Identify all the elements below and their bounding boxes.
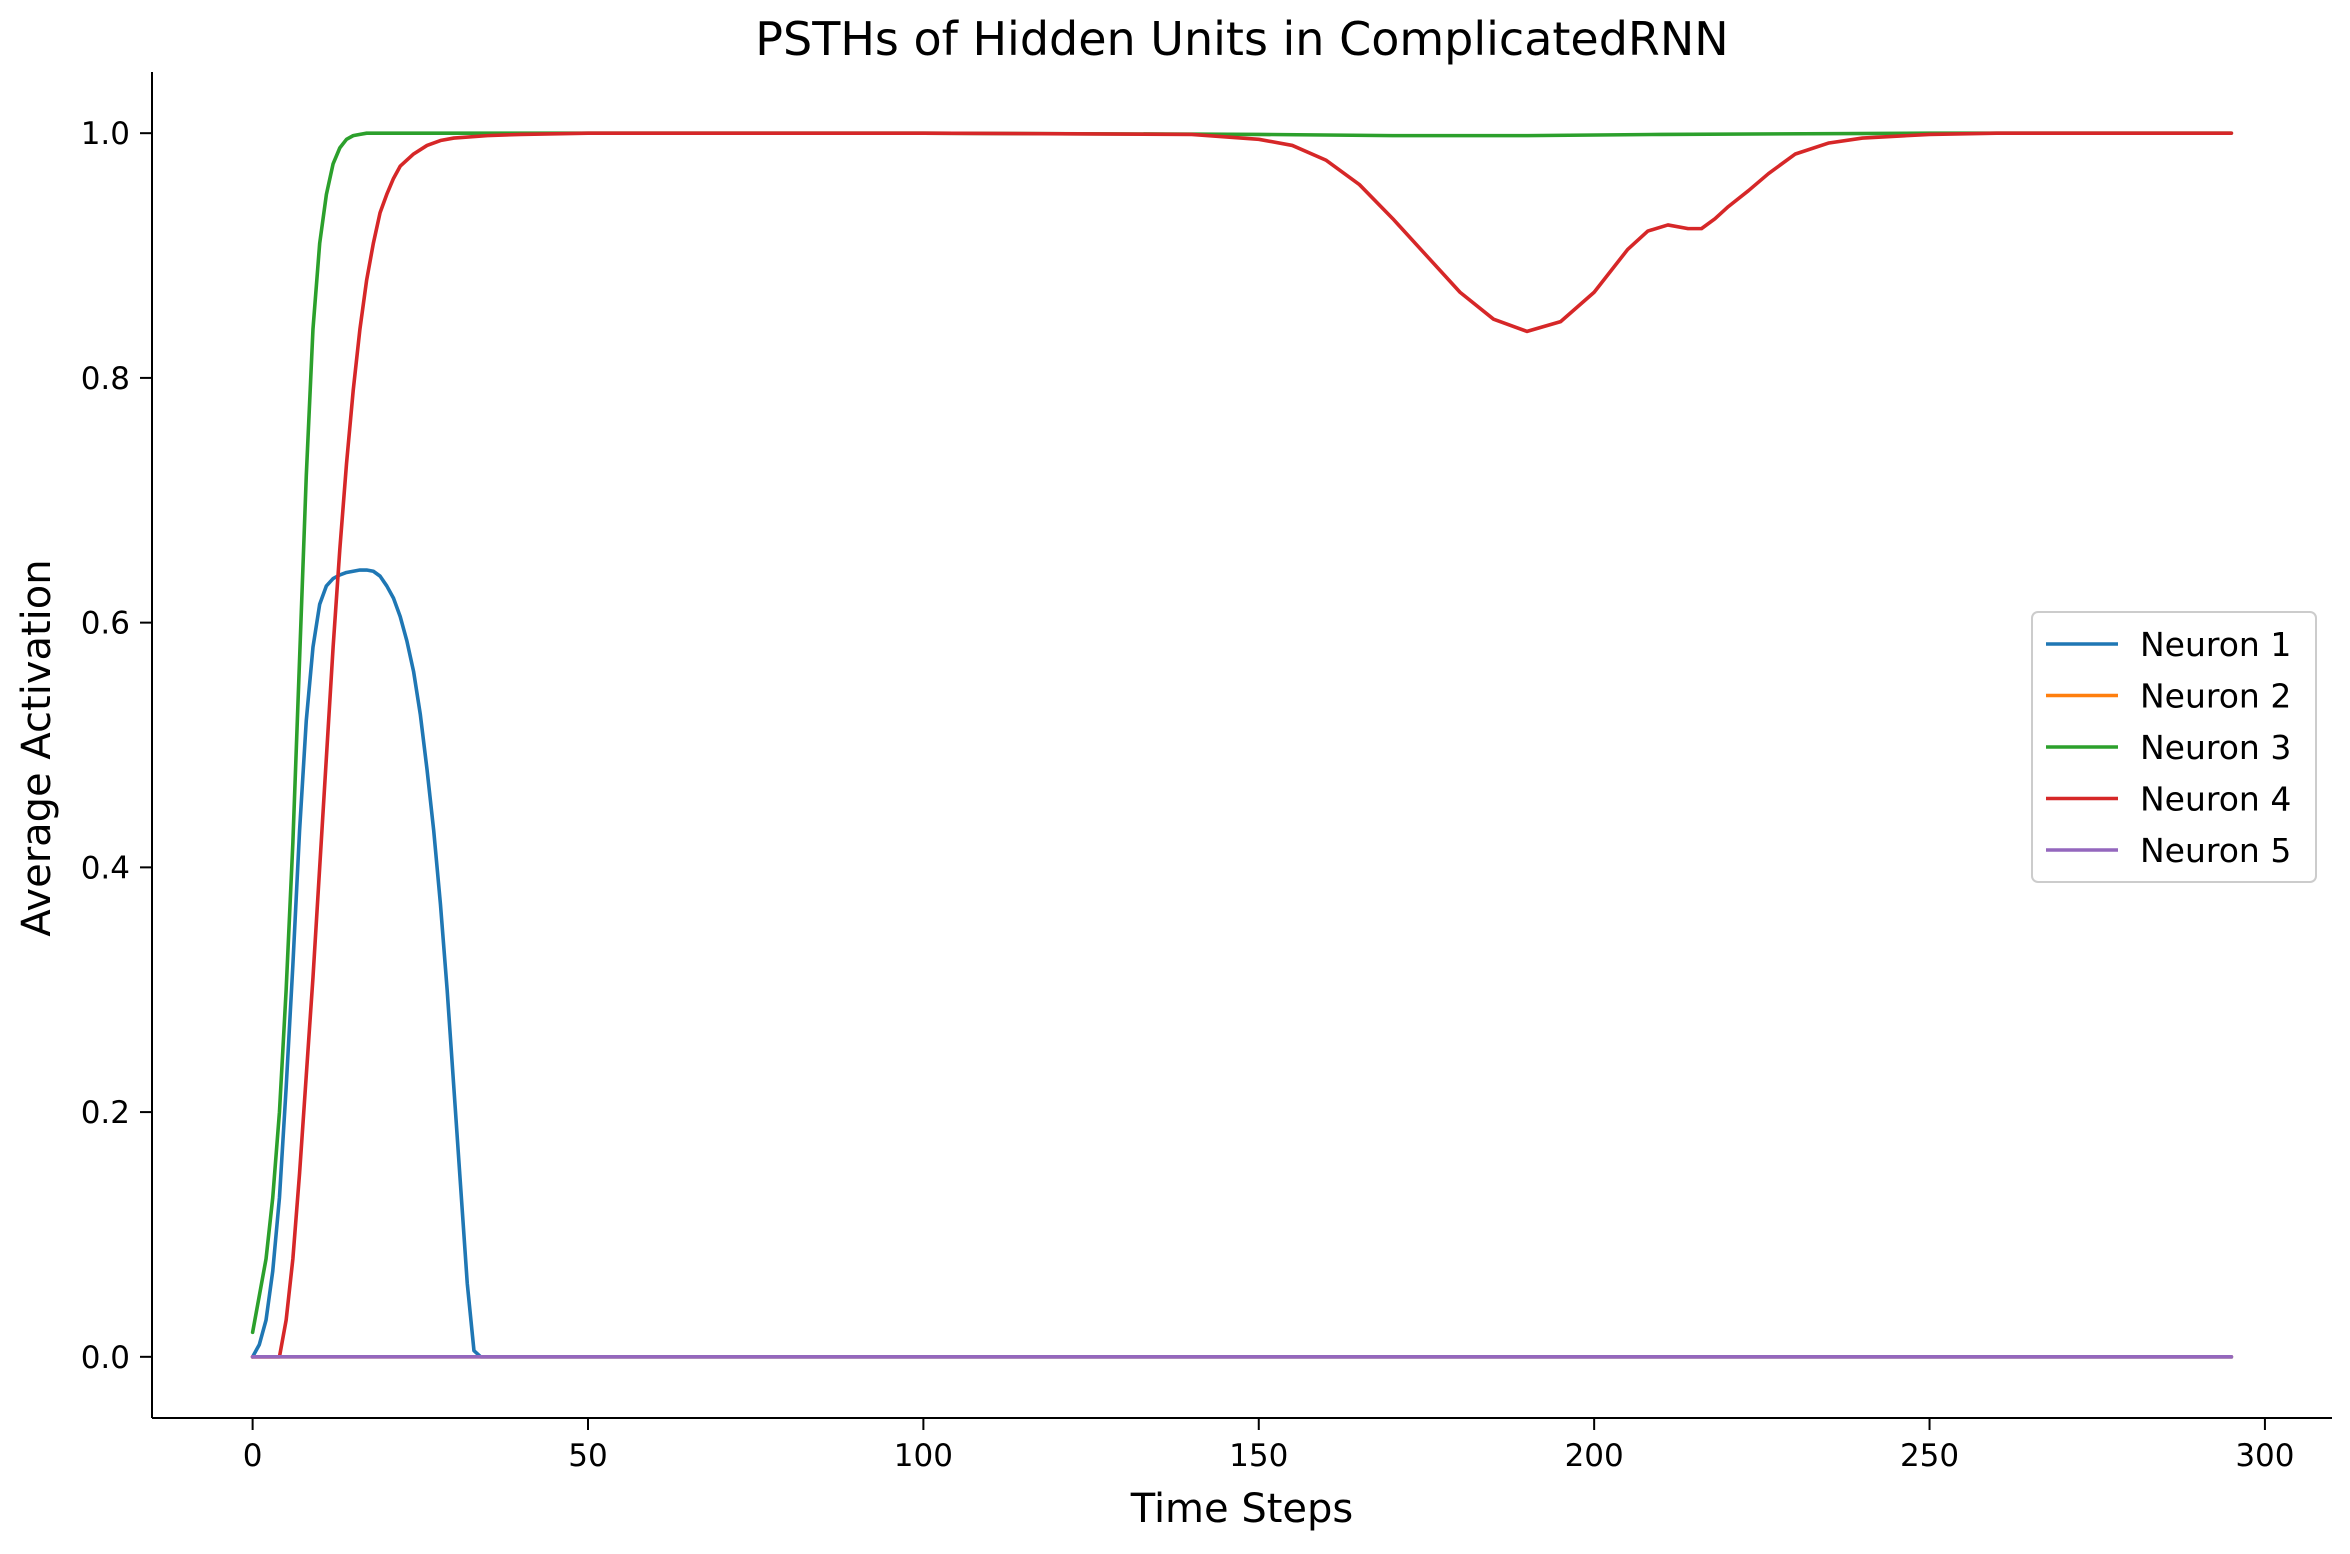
legend-label-neuron-5: Neuron 5	[2140, 831, 2291, 870]
x-tick-label: 150	[1229, 1438, 1288, 1474]
y-tick-label: 0.6	[81, 606, 130, 642]
y-tick-label: 0.4	[81, 850, 130, 886]
x-tick-label: 250	[1900, 1438, 1959, 1474]
y-tick-label: 0.8	[81, 361, 130, 397]
x-tick-label: 100	[894, 1438, 953, 1474]
legend-label-neuron-3: Neuron 3	[2140, 728, 2291, 767]
y-axis-label: Average Activation	[14, 559, 60, 936]
y-tick-label: 0.0	[81, 1340, 130, 1376]
x-tick-label: 300	[2235, 1438, 2294, 1474]
series-line-neuron-1	[250, 568, 2234, 1359]
series-line-neuron-3	[250, 131, 2234, 1335]
legend: Neuron 1 Neuron 2 Neuron 3 Neuron 4 Neuron 5	[2031, 611, 2317, 883]
legend-label-neuron-1: Neuron 1	[2140, 625, 2291, 664]
x-tick-label: 50	[568, 1438, 607, 1474]
plot-area	[250, 131, 2234, 1359]
y-tick-label: 0.2	[81, 1095, 130, 1131]
x-tick-label: 0	[243, 1438, 263, 1474]
x-tick-label: 200	[1565, 1438, 1624, 1474]
chart-title: PSTHs of Hidden Units in ComplicatedRNN	[755, 12, 1728, 66]
legend-box	[2031, 611, 2317, 883]
axes: 0 50 100 150 200 250 300 0.0 0.2 0.4 0.6 0.8 1.0	[81, 72, 2332, 1474]
x-axis-label: Time Steps	[1130, 1486, 1354, 1532]
legend-label-neuron-4: Neuron 4	[2140, 780, 2291, 819]
legend-label-neuron-2: Neuron 2	[2140, 677, 2291, 716]
y-tick-label: 1.0	[81, 116, 130, 152]
series-line-neuron-4	[250, 131, 2234, 1359]
